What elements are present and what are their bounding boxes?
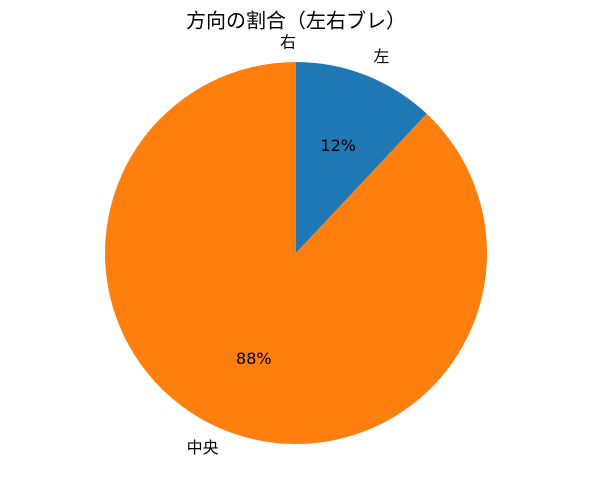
slice-label: 中央 <box>187 438 219 457</box>
pie-slice <box>105 62 488 445</box>
slice-label: 左 <box>373 47 389 66</box>
value-label: 12% <box>320 136 356 155</box>
chart-title: 方向の割合（左右ブレ） <box>186 9 406 33</box>
pie-slice <box>296 62 427 253</box>
slice-label: 右 <box>280 32 296 51</box>
value-label: 88% <box>236 349 272 368</box>
